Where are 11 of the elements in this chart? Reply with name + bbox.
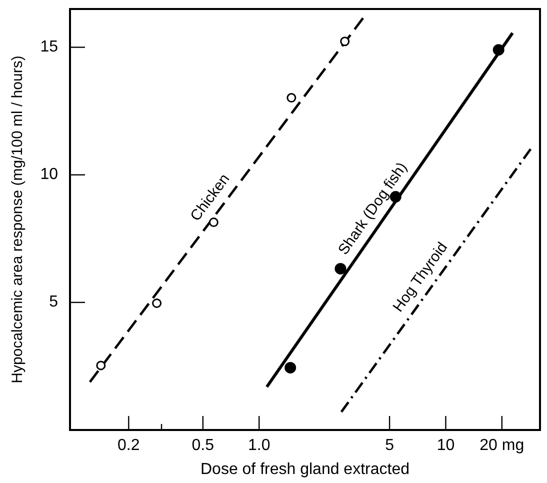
x-tick-label: 0.2 [118,437,140,454]
x-tick-label: 1.0 [248,437,270,454]
x-tick-label: 10 [436,437,455,454]
x-tick-label: 5 [385,437,394,454]
y-tick-label: 10 [40,166,58,184]
y-tick-label: 15 [40,38,58,56]
y-tick-label: 5 [49,294,58,311]
x-axis-title: Dose of fresh gland extracted [200,461,410,478]
x-tick-label: 20 mg [480,437,524,454]
x-tick-label: 0.5 [192,437,214,454]
y-axis-title: Hypocalcemic area response (mg/100 ml / hours) [8,56,26,384]
